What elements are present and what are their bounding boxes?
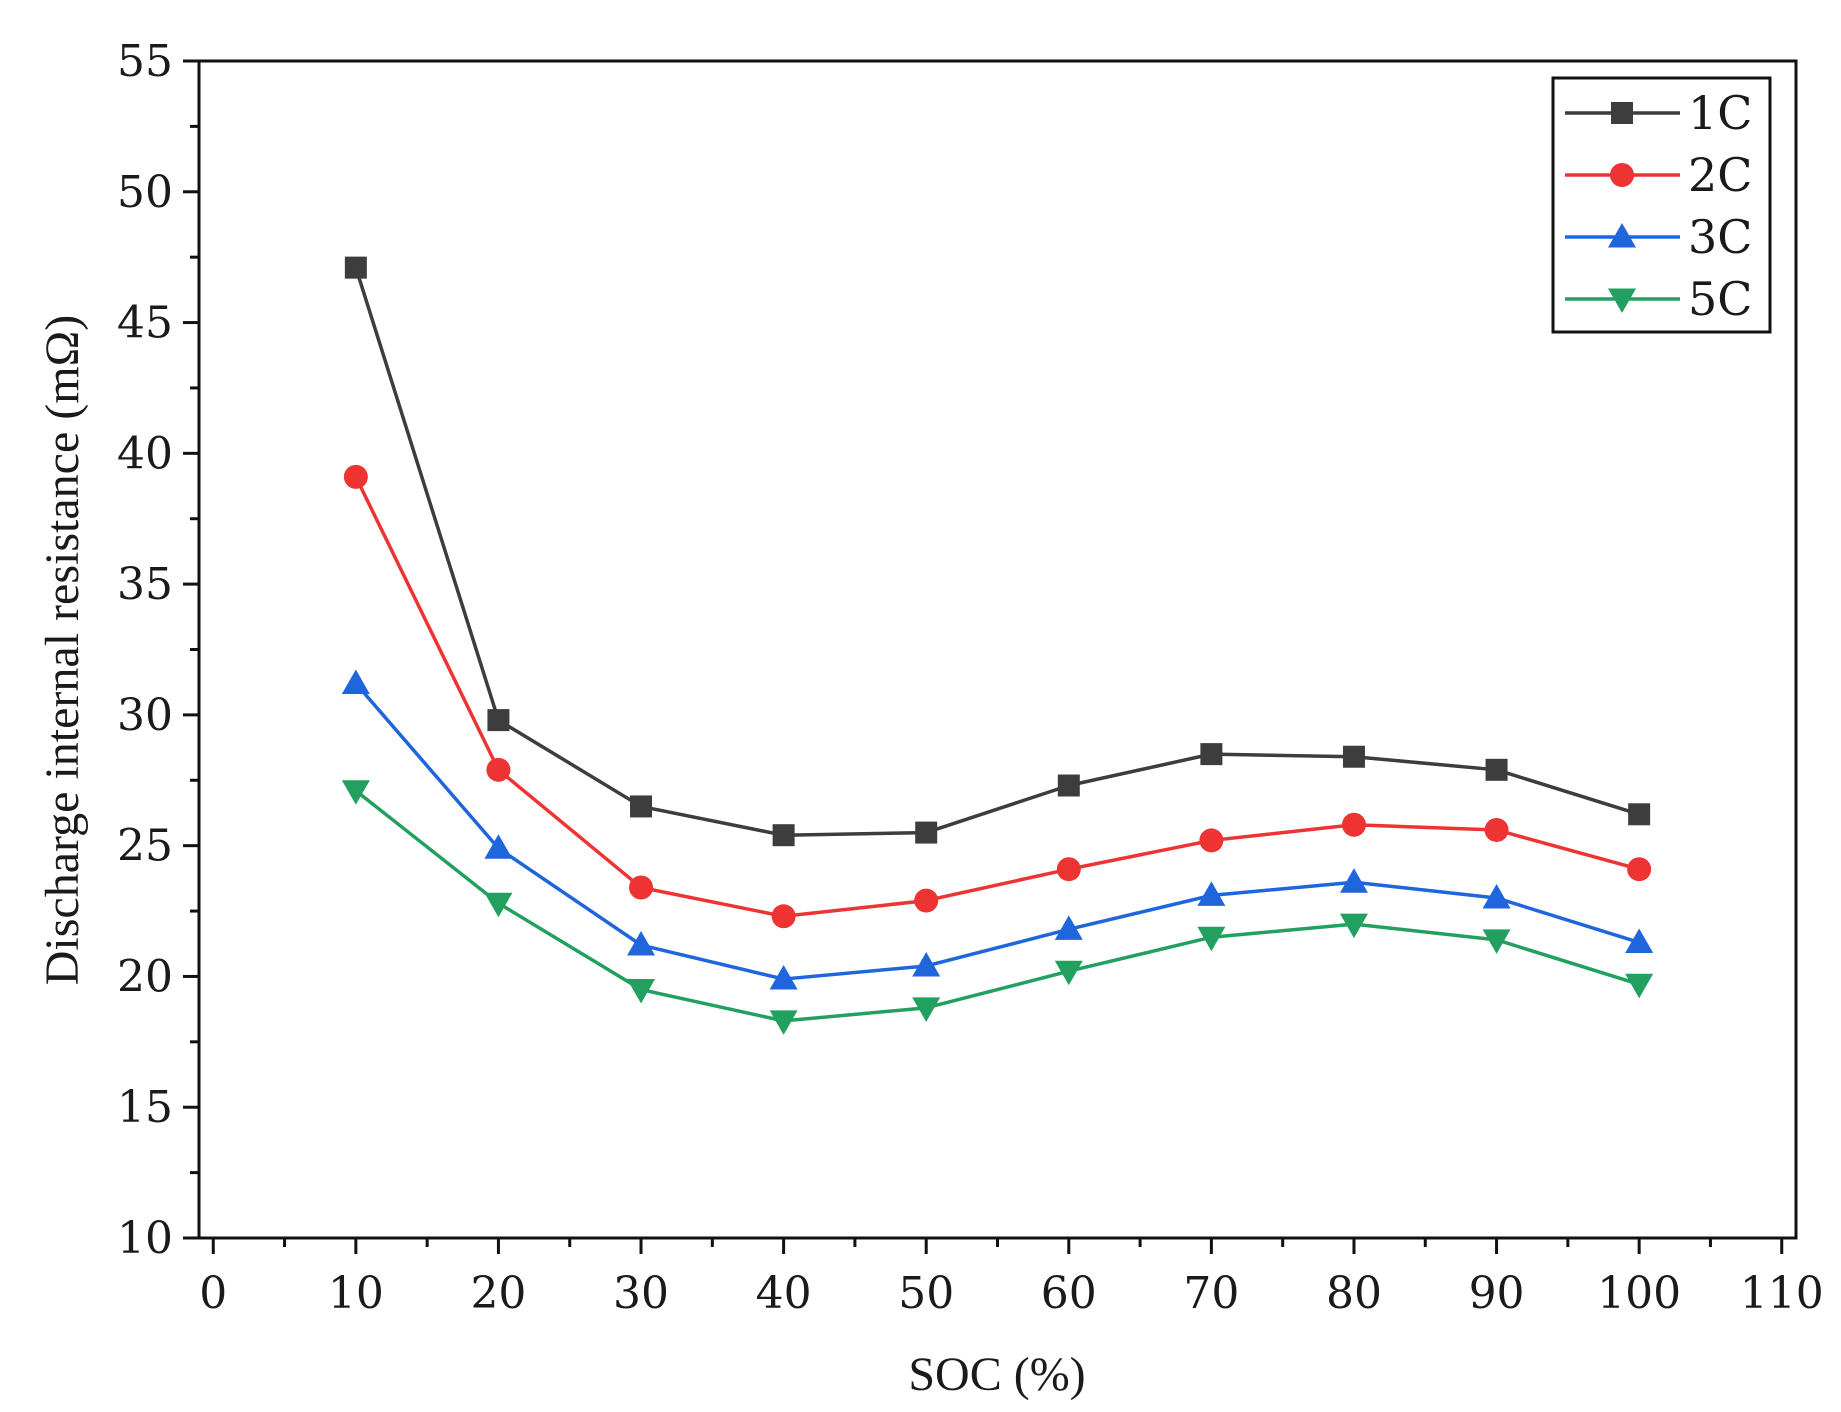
y-tick-label: 20	[117, 951, 173, 1002]
legend-marker-3c	[1608, 223, 1636, 248]
x-tick-label: 100	[1597, 1268, 1681, 1319]
y-axis-title: Discharge internal resistance (mΩ)	[36, 315, 89, 986]
data-point-5c	[1625, 973, 1654, 999]
legend-label-3c: 3C	[1688, 210, 1752, 264]
x-tick-label: 40	[756, 1268, 812, 1319]
data-point-3c	[1054, 915, 1083, 940]
data-point-2c	[1627, 857, 1652, 882]
y-tick-label: 25	[117, 821, 173, 872]
data-point-5c	[769, 1010, 798, 1035]
data-point-2c	[629, 875, 654, 900]
legend-label-5c: 5C	[1688, 272, 1752, 326]
x-tick-label: 60	[1041, 1268, 1097, 1319]
data-point-2c	[343, 464, 368, 489]
series-line-1c	[354, 267, 1640, 837]
y-tick-label: 10	[117, 1213, 173, 1264]
data-point-2c	[771, 904, 796, 929]
data-point-3c	[1482, 883, 1511, 909]
data-point-1c	[915, 821, 938, 844]
x-tick-label: 110	[1740, 1268, 1824, 1319]
y-tick-label: 15	[117, 1082, 173, 1133]
data-point-3c	[912, 951, 941, 977]
legend-marker-5c	[1608, 288, 1636, 313]
series-line-3c	[354, 682, 1640, 981]
data-point-1c	[630, 795, 653, 818]
data-point-5c	[912, 997, 941, 1022]
legend-box	[1551, 76, 1772, 334]
y-tick-label: 55	[117, 36, 173, 87]
y-tick-label: 45	[117, 298, 173, 349]
data-point-5c	[1339, 913, 1368, 939]
data-point-3c	[769, 965, 798, 990]
legend: 1C 2C 3C 5C	[1551, 76, 1772, 334]
data-point-1c	[1485, 758, 1508, 781]
data-point-5c	[1197, 926, 1226, 952]
series-line-2c	[354, 476, 1640, 919]
data-point-5c	[627, 979, 656, 1004]
data-point-3c	[627, 931, 656, 956]
data-point-3c	[1339, 868, 1368, 893]
data-point-2c	[1056, 857, 1081, 882]
x-tick-label: 90	[1469, 1268, 1525, 1319]
data-point-1c	[1342, 745, 1365, 768]
series-group	[341, 256, 1654, 1035]
x-tick-label: 0	[199, 1268, 227, 1319]
data-point-5c	[1482, 929, 1511, 954]
data-point-3c	[1625, 928, 1654, 953]
data-point-1c	[1057, 774, 1080, 797]
y-tick-label: 35	[117, 559, 173, 610]
data-point-1c	[487, 709, 510, 732]
data-point-5c	[341, 780, 370, 805]
data-point-3c	[1197, 881, 1226, 906]
series-line-5c	[354, 789, 1640, 1023]
data-point-3c	[341, 669, 370, 695]
data-point-5c	[484, 892, 513, 918]
x-tick-label: 70	[1183, 1268, 1239, 1319]
data-point-1c	[772, 824, 795, 847]
data-point-2c	[1341, 812, 1366, 837]
x-tick-label: 30	[613, 1268, 669, 1319]
data-point-2c	[486, 757, 511, 782]
legend-marker-1c	[1611, 102, 1633, 124]
x-tick-label: 20	[470, 1268, 526, 1319]
axis-ticks: 0 10 20 30 40 50 60 70 80 90 100 110 10 15 20 25 30 35 40 4…	[117, 36, 1824, 1319]
data-point-1c	[1200, 743, 1223, 766]
data-point-1c	[1628, 803, 1651, 826]
y-tick-label: 40	[117, 428, 173, 479]
data-point-2c	[914, 888, 939, 913]
x-axis-title: SOC (%)	[908, 1348, 1085, 1401]
x-tick-label: 50	[898, 1268, 954, 1319]
y-tick-label: 30	[117, 690, 173, 741]
data-point-2c	[1199, 828, 1224, 853]
data-point-1c	[344, 256, 367, 279]
plot-frame	[197, 59, 1798, 1240]
x-tick-label: 80	[1326, 1268, 1382, 1319]
data-point-2c	[1484, 817, 1509, 842]
legend-marker-2c	[1610, 163, 1634, 187]
y-tick-label: 50	[117, 167, 173, 218]
x-tick-label: 10	[328, 1268, 384, 1319]
data-point-5c	[1054, 960, 1083, 986]
data-point-3c	[484, 834, 513, 859]
legend-label-2c: 2C	[1688, 148, 1752, 202]
legend-label-1c: 1C	[1688, 86, 1752, 140]
